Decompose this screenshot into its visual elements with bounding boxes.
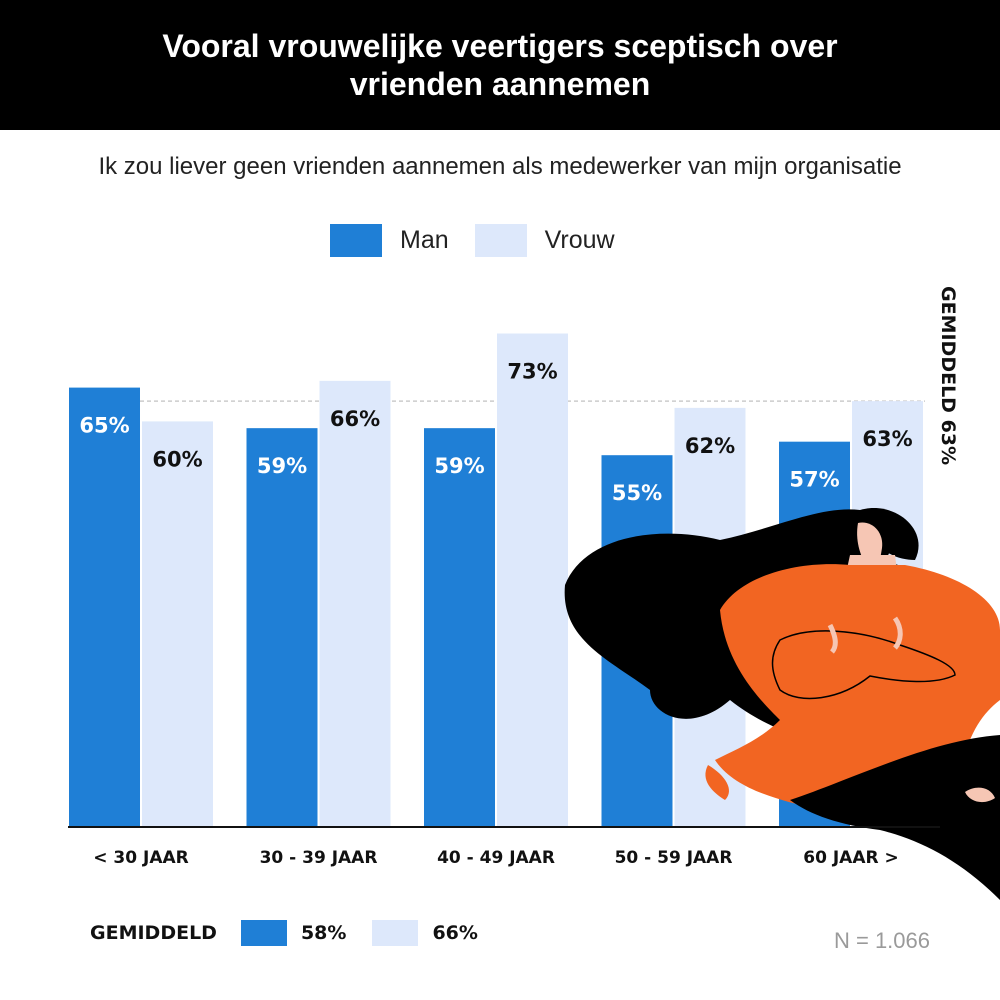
bar-label-man-4: 57%	[789, 468, 839, 492]
category-label-1: 30 - 39 JAAR	[260, 848, 378, 868]
bar-label-vrouw-3: 62%	[685, 434, 735, 458]
bar-man-0	[69, 387, 140, 827]
bar-label-vrouw-0: 60%	[152, 447, 202, 471]
bar-label-man-1: 59%	[257, 454, 307, 478]
legend: Man Vrouw	[330, 224, 641, 257]
footer-averages: GEMIDDELD 58% 66%	[90, 920, 504, 946]
legend-swatch-man	[330, 224, 382, 257]
category-label-2: 40 - 49 JAAR	[437, 848, 555, 868]
bar-man-2	[424, 428, 495, 827]
footer-swatch-vrouw	[372, 920, 419, 946]
bar-label-vrouw-1: 66%	[330, 407, 380, 431]
bar-label-vrouw-4: 63%	[862, 427, 912, 451]
legend-swatch-vrouw	[474, 224, 527, 257]
bar-label-vrouw-2: 73%	[507, 360, 557, 384]
bar-label-man-3: 55%	[612, 481, 662, 505]
footer-swatch-man	[240, 920, 287, 946]
legend-label-man: Man	[400, 226, 449, 254]
category-label-0: < 30 JAAR	[93, 848, 188, 868]
chart-subtitle: Ik zou liever geen vrienden aannemen als…	[98, 153, 902, 180]
bar-vrouw-1	[319, 380, 391, 827]
category-label-4: 60 JAAR >	[803, 848, 898, 868]
bar-label-man-0: 65%	[79, 414, 129, 438]
category-label-3: 50 - 59 JAAR	[615, 848, 733, 868]
legend-label-vrouw: Vrouw	[544, 226, 615, 254]
footer-vrouw-average: 66%	[432, 922, 478, 944]
sample-size: N = 1.066	[833, 928, 930, 953]
bar-vrouw-2	[497, 333, 568, 827]
bar-man-1	[246, 428, 318, 827]
bar-vrouw-0	[142, 421, 213, 827]
footer-average-label: GEMIDDELD	[90, 922, 217, 944]
category-labels-group: < 30 JAAR 30 - 39 JAAR 40 - 49 JAAR 50 - 59…	[93, 848, 898, 868]
woman-with-crossed-arms-illustration	[564, 508, 1000, 900]
header-banner: Vooral vrouwelijke veertigers sceptisch …	[0, 0, 1000, 130]
chart-title: Vooral vrouwelijke veertigers sceptisch …	[162, 28, 838, 102]
footer-man-average: 58%	[300, 922, 347, 944]
bar-label-man-2: 59%	[434, 454, 484, 478]
average-line-label: GEMIDDELD 63%	[937, 286, 959, 465]
